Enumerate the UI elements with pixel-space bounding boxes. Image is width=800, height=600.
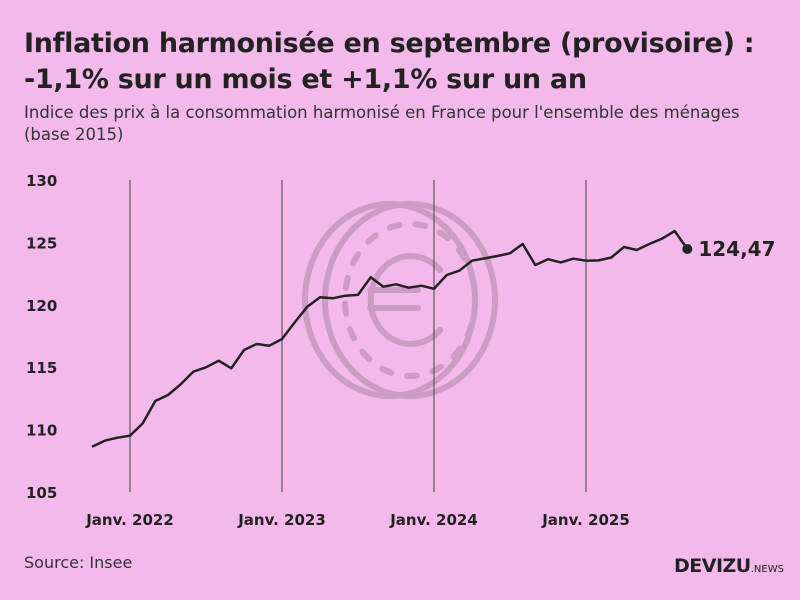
source-note: Source: Insee (24, 553, 133, 572)
x-tick-label: Janv. 2022 (85, 511, 174, 529)
end-value-label: 124,47 (698, 237, 775, 261)
chart-title: Inflation harmonisée en septembre (provi… (24, 28, 755, 95)
y-tick-label: 110 (26, 422, 57, 440)
coin-watermark-icon (302, 201, 498, 399)
y-tick-label: 105 (26, 484, 57, 502)
series-line (91, 229, 689, 448)
y-tick-label: 120 (26, 297, 57, 315)
chart-subtitle: Indice des prix à la consommation harmon… (24, 103, 740, 144)
x-tick-label: Janv. 2023 (237, 511, 326, 529)
end-point-marker (682, 244, 693, 255)
x-tick-label: Janv. 2024 (389, 511, 478, 529)
x-tick-label: Janv. 2025 (541, 511, 630, 529)
devizu-logo: DEVIZU.NEWS (674, 555, 784, 577)
y-tick-label: 115 (26, 359, 57, 377)
y-tick-label: 130 (26, 172, 57, 190)
y-tick-label: 125 (26, 234, 57, 252)
